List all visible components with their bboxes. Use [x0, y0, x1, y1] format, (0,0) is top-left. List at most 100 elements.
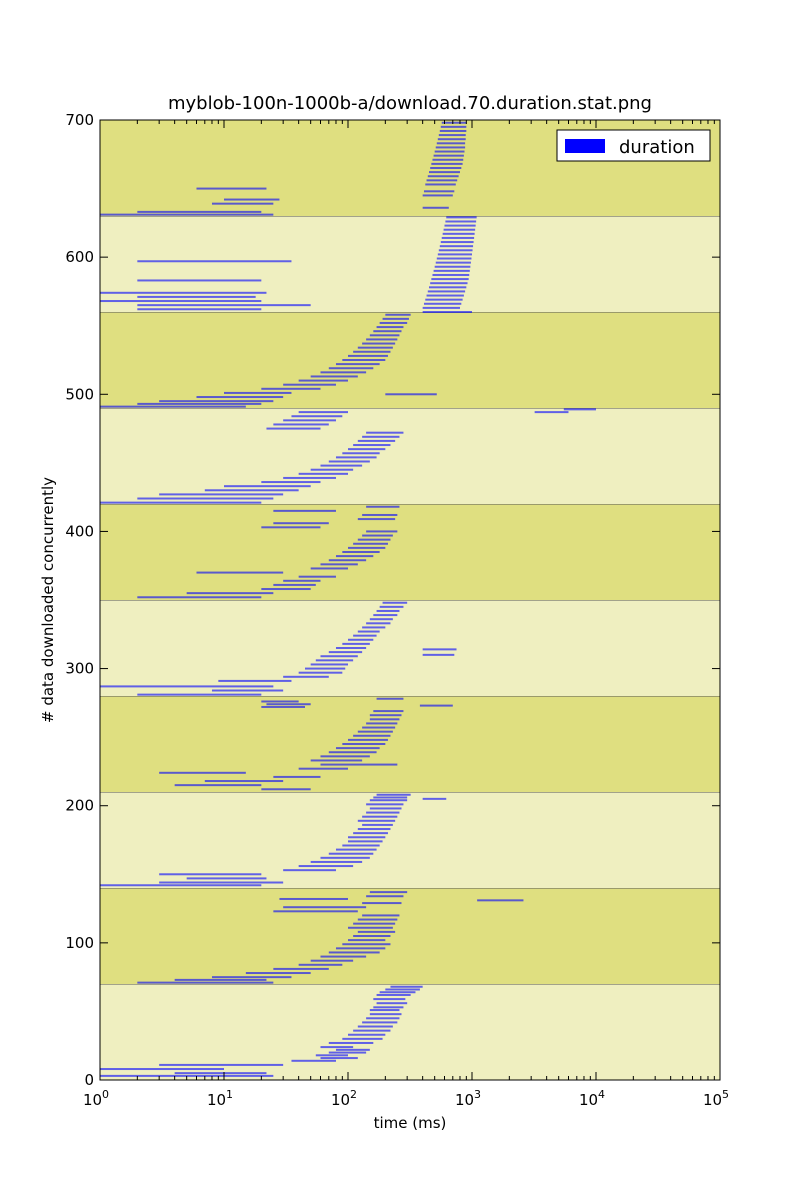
duration-bar: [159, 1063, 284, 1066]
duration-bar: [362, 726, 396, 729]
duration-bar: [320, 856, 370, 859]
duration-bar: [369, 799, 408, 802]
duration-bar: [320, 655, 358, 658]
duration-bar: [224, 198, 280, 201]
duration-bar: [100, 501, 262, 504]
duration-bar: [433, 154, 464, 157]
duration-bar: [261, 526, 321, 529]
duration-bar: [436, 257, 472, 260]
duration-bar: [434, 150, 465, 153]
duration-bar: [100, 300, 262, 303]
duration-bar: [439, 129, 467, 132]
duration-bar: [328, 1041, 374, 1044]
duration-bar: [373, 796, 408, 799]
duration-bar: [137, 981, 274, 984]
duration-bar: [431, 162, 463, 165]
duration-bar: [283, 869, 336, 872]
duration-bar: [366, 505, 400, 508]
duration-bar: [357, 828, 391, 831]
duration-bar: [224, 485, 311, 488]
duration-bar: [298, 575, 336, 578]
duration-bar: [357, 819, 396, 822]
duration-bar: [186, 877, 267, 880]
duration-bar: [137, 279, 262, 282]
duration-bar: [366, 530, 398, 533]
duration-bar: [376, 793, 411, 796]
duration-bar: [137, 210, 262, 213]
duration-bar: [328, 1051, 367, 1054]
duration-bar: [283, 906, 367, 909]
duration-bar: [438, 134, 466, 137]
duration-bar: [353, 542, 388, 545]
duration-bar: [298, 865, 354, 868]
duration-bar: [434, 265, 471, 268]
duration-bar: [273, 423, 329, 426]
duration-bar: [348, 448, 386, 451]
duration-bar: [211, 689, 284, 692]
duration-bar: [137, 295, 256, 298]
duration-bar: [428, 171, 460, 174]
duration-bar: [441, 121, 467, 124]
duration-bar: [335, 647, 367, 649]
duration-bar: [159, 493, 284, 496]
duration-bar: [357, 1025, 393, 1028]
duration-bar: [261, 705, 305, 708]
duration-bar: [137, 497, 274, 500]
y-tick-label: 600: [65, 248, 94, 266]
duration-bar: [369, 718, 400, 721]
duration-bar: [100, 213, 274, 216]
y-tick-label: 100: [65, 934, 94, 952]
duration-bar: [261, 700, 299, 703]
duration-bar: [362, 823, 393, 826]
duration-bar: [422, 306, 460, 309]
duration-bar: [335, 848, 377, 851]
duration-bar: [353, 832, 388, 835]
duration-bar: [348, 836, 386, 839]
duration-bar: [310, 567, 348, 570]
duration-bar: [328, 651, 363, 654]
duration-bar: [376, 993, 411, 996]
duration-bar: [443, 228, 476, 231]
x-tick-label: 100: [83, 1088, 109, 1109]
y-axis-label: # data downloaded concurrently: [39, 477, 57, 723]
y-tick-label: 0: [84, 1071, 94, 1089]
band-2: [100, 792, 720, 888]
duration-bar: [366, 895, 404, 898]
duration-bar: [435, 146, 466, 149]
duration-bar: [342, 844, 380, 847]
duration-bar: [362, 626, 386, 629]
duration-bar: [196, 571, 284, 574]
duration-bar: [298, 472, 348, 475]
duration-bar: [477, 899, 524, 902]
duration-bar: [357, 918, 398, 921]
duration-bar: [357, 518, 396, 521]
y-tick-label: 200: [65, 797, 94, 815]
duration-bar: [357, 439, 396, 442]
y-tick-label: 400: [65, 522, 94, 540]
duration-bar: [369, 618, 393, 621]
band-5: [100, 504, 720, 600]
duration-bar: [422, 797, 447, 800]
duration-bar: [342, 452, 380, 455]
duration-bar: [328, 460, 370, 463]
duration-bar: [444, 224, 476, 227]
duration-bar: [425, 183, 456, 186]
duration-bar: [385, 393, 437, 396]
duration-bar: [366, 338, 398, 341]
duration-bar: [353, 922, 396, 925]
duration-bar: [211, 976, 292, 979]
duration-bar: [369, 714, 402, 717]
duration-bar: [369, 891, 408, 894]
duration-bar: [174, 784, 262, 787]
duration-bar: [419, 704, 453, 707]
duration-bar: [298, 671, 343, 674]
duration-bar: [446, 216, 477, 219]
duration-bar: [385, 988, 420, 991]
duration-bar: [362, 815, 398, 818]
duration-bar: [357, 346, 393, 349]
duration-bar: [366, 622, 391, 625]
duration-bar: [362, 435, 400, 438]
duration-bar: [342, 743, 386, 745]
duration-bar: [353, 444, 391, 447]
